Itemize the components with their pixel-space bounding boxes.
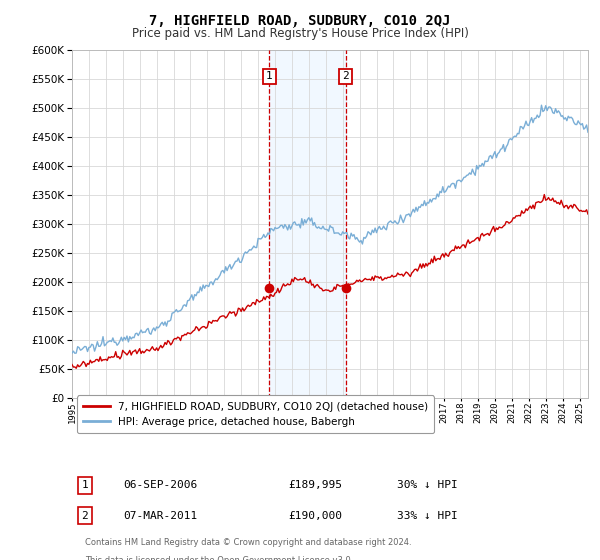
- Bar: [269, 50, 346, 398]
- Text: 33% ↓ HPI: 33% ↓ HPI: [397, 511, 458, 521]
- Text: 1: 1: [82, 480, 88, 491]
- Text: Contains HM Land Registry data © Crown copyright and database right 2024.: Contains HM Land Registry data © Crown c…: [85, 538, 412, 547]
- Text: 7, HIGHFIELD ROAD, SUDBURY, CO10 2QJ: 7, HIGHFIELD ROAD, SUDBURY, CO10 2QJ: [149, 14, 451, 28]
- Text: 06-SEP-2006: 06-SEP-2006: [124, 480, 198, 491]
- Text: This data is licensed under the Open Government Licence v3.0.: This data is licensed under the Open Gov…: [85, 557, 353, 560]
- Legend: 7, HIGHFIELD ROAD, SUDBURY, CO10 2QJ (detached house), HPI: Average price, detac: 7, HIGHFIELD ROAD, SUDBURY, CO10 2QJ (de…: [77, 395, 434, 433]
- Text: 2: 2: [342, 72, 349, 81]
- Text: 1: 1: [266, 72, 273, 81]
- Text: £189,995: £189,995: [289, 480, 343, 491]
- Text: 2: 2: [82, 511, 88, 521]
- Text: Price paid vs. HM Land Registry's House Price Index (HPI): Price paid vs. HM Land Registry's House …: [131, 27, 469, 40]
- Text: 30% ↓ HPI: 30% ↓ HPI: [397, 480, 458, 491]
- Text: £190,000: £190,000: [289, 511, 343, 521]
- Text: 07-MAR-2011: 07-MAR-2011: [124, 511, 198, 521]
